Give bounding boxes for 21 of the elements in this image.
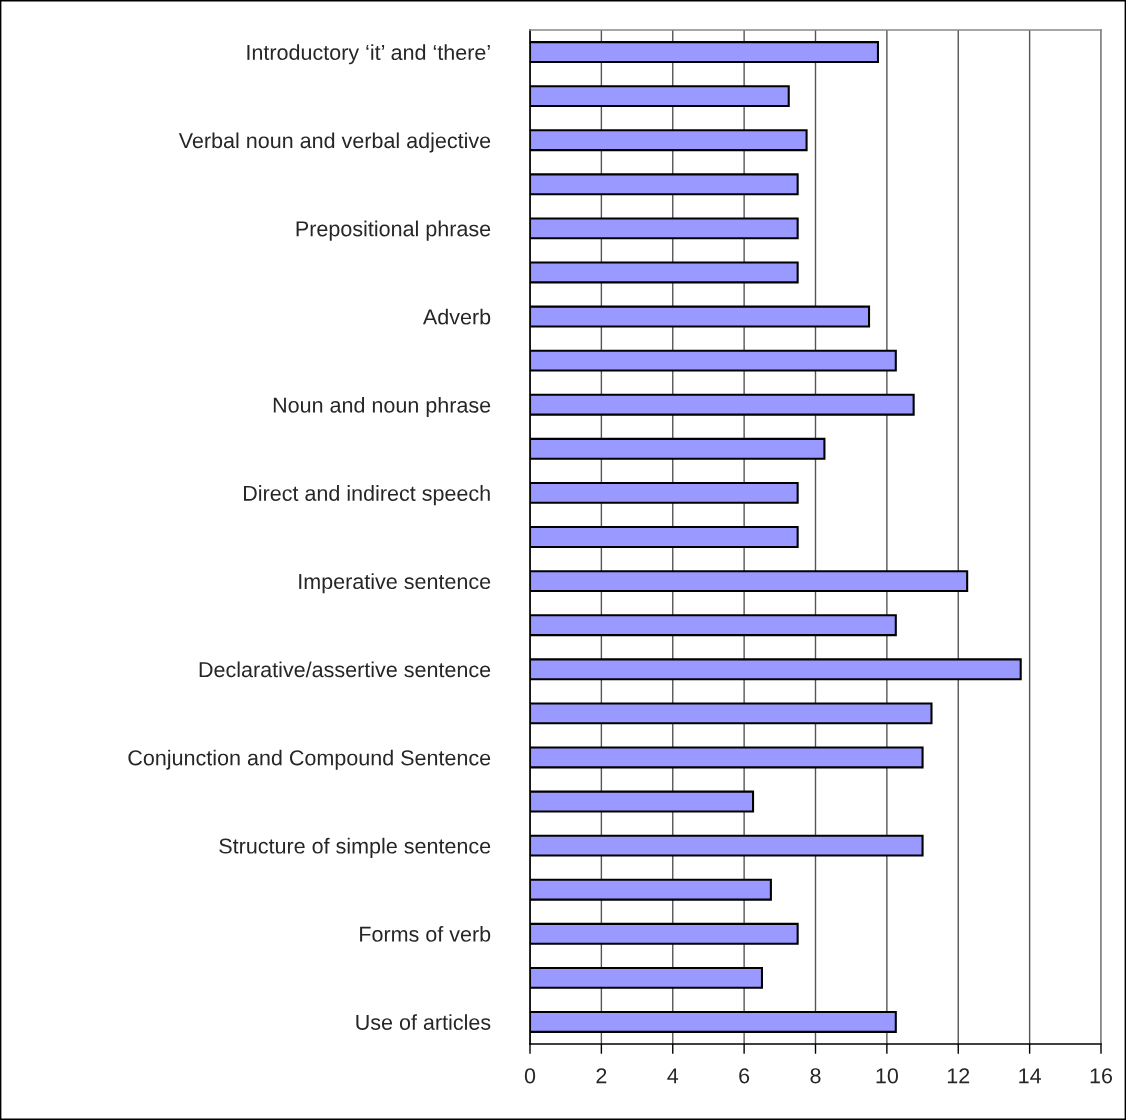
y-tick-label: Noun and noun phrase [273,396,491,418]
y-tick-label: Introductory ‘it’ and ‘there’ [247,44,490,65]
x-tick-label: 6 [739,1068,750,1084]
y-tick-label: Forms of verb [360,925,491,942]
x-tick-label: 8 [810,1068,821,1084]
x-tick-label: 0 [524,1068,536,1084]
y-tick-label: Imperative sentence [299,573,491,594]
y-tick-label: Structure of simple sentence [219,837,491,858]
y-tick-label: Declarative/assertive sentence [199,661,491,678]
y-tick-label: Verbal noun and verbal adjective [178,132,491,153]
x-tick-label: 4 [667,1068,679,1084]
x-tick-label: 12 [947,1068,970,1084]
y-tick-label: Prepositional phrase [296,220,491,241]
x-tick-label: 14 [1019,1068,1041,1084]
x-tick-label: 10 [876,1068,899,1084]
y-tick-label: Use of articles [356,1014,491,1030]
y-tick-label: Conjunction and Compound Sentence [128,749,491,770]
y-tick-label: Adverb [422,308,491,325]
y-tick-label: Direct and indirect speech [244,485,490,506]
x-tick-label: 2 [596,1068,607,1084]
x-tick-label: 16 [1090,1068,1113,1084]
